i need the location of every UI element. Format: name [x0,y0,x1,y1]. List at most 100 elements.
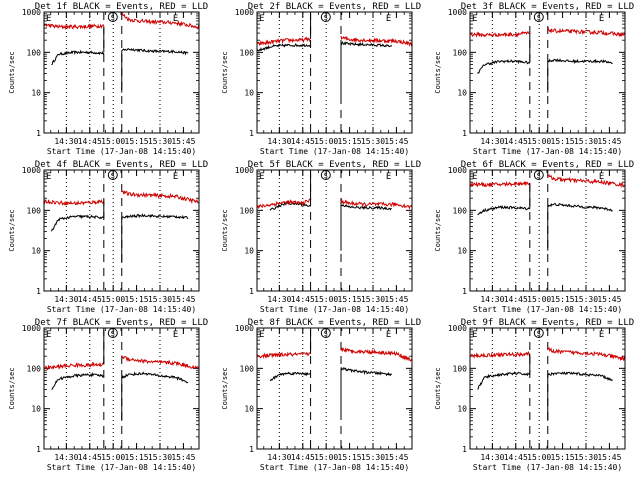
x-tick-label: 14:30 [480,295,504,304]
x-tick-label: 14:30 [267,453,291,462]
x-tick-label: 15:15 [125,137,149,146]
chart-title: Det 3f BLACK = Events, RED = LLD [461,2,634,12]
x-tick-label: 15:00 [314,137,338,146]
x-axis-label: Start Time (17-Jan-08 14:15:40) [473,147,622,156]
lld-trace [256,351,311,359]
eclipse-marker: E [46,330,51,340]
x-tick-label: 15:00 [527,295,551,304]
x-tick-label: 14:30 [267,295,291,304]
lld-trace [340,347,413,362]
chart-panel-6: Det 6f BLACK = Events, RED = LLD Counts/s… [434,160,634,314]
chart-panel-4: Det 4f BLACK = Events, RED = LLD Counts/s… [8,160,208,314]
events-trace [51,214,105,232]
saa-marker: S [111,330,115,338]
x-tick-label: 15:45 [597,137,621,146]
plot-frame [43,11,200,134]
x-tick-label: 14:45 [504,137,528,146]
x-axis-label: Start Time (17-Jan-08 14:15:40) [47,305,196,314]
y-tick-label: 1000 [22,324,41,333]
eclipse-marker: E [386,172,391,182]
eclipse-marker: E [472,330,477,340]
x-tick-label: 15:15 [338,295,362,304]
y-axis-label: Counts/sec [434,51,442,93]
x-axis-label: Start Time (17-Jan-08 14:15:40) [260,147,409,156]
y-tick-label: 100 [453,364,468,373]
y-tick-label: 1 [462,445,467,454]
y-tick-label: 100 [27,48,42,57]
y-tick-label: 1000 [235,324,254,333]
events-trace [121,371,189,384]
events-trace [340,367,393,377]
x-tick-label: 15:45 [384,453,408,462]
y-tick-label: 1 [462,287,467,296]
lld-trace [547,27,626,38]
lld-trace [547,346,626,362]
lld-trace [121,12,200,30]
x-tick-label: 14:45 [78,453,102,462]
y-tick-label: 1 [249,445,254,454]
x-tick-label: 14:45 [291,137,315,146]
eclipse-marker: E [173,330,178,340]
y-tick-label: 1 [36,129,41,138]
chart-title: Det 6f BLACK = Events, RED = LLD [461,160,634,170]
chart-title: Det 2f BLACK = Events, RED = LLD [248,2,421,12]
y-tick-label: 10 [31,247,41,256]
x-tick-label: 15:30 [148,453,172,462]
eclipse-marker: E [46,14,51,24]
chart-panel-3: Det 3f BLACK = Events, RED = LLD Counts/s… [434,2,634,156]
saa-marker: S [537,172,541,180]
eclipse-marker: E [472,14,477,24]
y-tick-label: 10 [244,405,254,414]
events-trace [121,213,189,220]
lld-trace [121,189,200,205]
y-tick-label: 1 [249,129,254,138]
x-tick-label: 14:45 [78,295,102,304]
lld-trace [469,180,531,188]
lld-trace [469,351,531,360]
plot-frame [469,169,626,292]
x-tick-label: 14:30 [267,137,291,146]
eclipse-marker: E [386,14,391,24]
y-tick-label: 100 [453,206,468,215]
plot-frame [256,327,413,450]
x-tick-label: 15:45 [171,295,195,304]
eclipse-marker: E [599,172,604,182]
y-tick-label: 10 [31,405,41,414]
eclipse-marker: E [599,330,604,340]
chart-panel-9: Det 9f BLACK = Events, RED = LLD Counts/s… [434,318,634,472]
saa-marker: S [111,14,115,22]
x-tick-label: 15:00 [101,295,125,304]
plot-frame [256,11,413,134]
x-tick-label: 15:30 [361,453,385,462]
y-tick-label: 10 [457,405,467,414]
chart-panel-1: Det 1f BLACK = Events, RED = LLD Counts/s… [8,2,208,156]
y-tick-label: 100 [240,206,255,215]
x-tick-label: 15:30 [574,137,598,146]
x-axis-label: Start Time (17-Jan-08 14:15:40) [260,463,409,472]
chart-panel-7: Det 7f BLACK = Events, RED = LLD Counts/s… [8,318,208,472]
y-tick-label: 10 [457,89,467,98]
x-tick-label: 15:45 [384,137,408,146]
eclipse-marker: E [386,330,391,340]
eclipse-marker: E [259,172,264,182]
y-tick-label: 100 [453,48,468,57]
x-tick-label: 15:45 [384,295,408,304]
events-trace [477,205,530,216]
chart-title: Det 8f BLACK = Events, RED = LLD [248,318,421,328]
x-axis-label: Start Time (17-Jan-08 14:15:40) [473,305,622,314]
x-tick-label: 15:15 [125,295,149,304]
y-tick-label: 10 [244,89,254,98]
chart-title: Det 9f BLACK = Events, RED = LLD [461,318,634,328]
events-trace [547,371,613,382]
x-axis-label: Start Time (17-Jan-08 14:15:40) [47,147,196,156]
y-tick-label: 1000 [448,324,467,333]
plot-frame [469,327,626,450]
saa-marker: S [324,14,328,22]
y-axis-label: Counts/sec [221,51,229,93]
x-tick-label: 14:45 [291,453,315,462]
lld-trace [340,35,413,47]
lld-trace [547,174,626,189]
events-trace [121,47,189,56]
x-tick-label: 15:45 [171,453,195,462]
plot-frame [43,169,200,292]
